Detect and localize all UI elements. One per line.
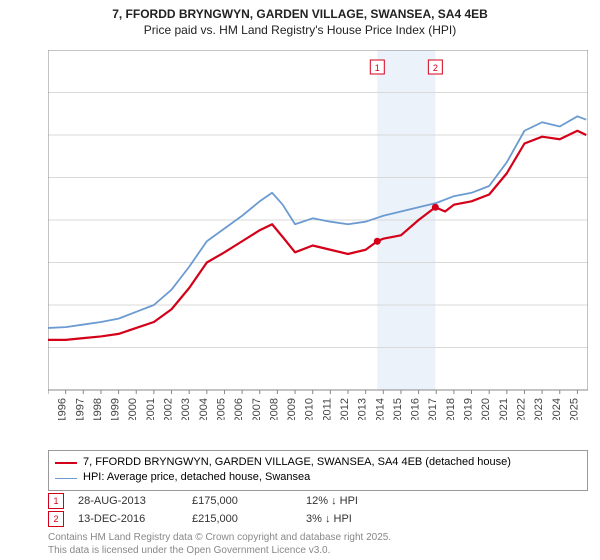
svg-text:2021: 2021 — [498, 398, 510, 420]
svg-text:2017: 2017 — [427, 398, 439, 420]
sale-price-2: £215,000 — [192, 513, 292, 525]
legend-label-hpi: HPI: Average price, detached house, Swan… — [83, 470, 310, 485]
svg-text:2004: 2004 — [198, 398, 210, 420]
sale-date-1: 28-AUG-2013 — [78, 495, 178, 507]
svg-text:2025: 2025 — [568, 398, 580, 420]
title-block: 7, FFORDD BRYNGWYN, GARDEN VILLAGE, SWAN… — [0, 0, 600, 38]
svg-text:2018: 2018 — [445, 398, 457, 420]
svg-text:2013: 2013 — [357, 398, 369, 420]
svg-text:1999: 1999 — [110, 398, 122, 420]
svg-text:2015: 2015 — [392, 398, 404, 420]
chart-container: 7, FFORDD BRYNGWYN, GARDEN VILLAGE, SWAN… — [0, 0, 600, 560]
svg-text:2000: 2000 — [127, 398, 139, 420]
svg-text:2005: 2005 — [215, 398, 227, 420]
sale-row-2: 2 13-DEC-2016 £215,000 3% ↓ HPI — [48, 510, 588, 528]
footer-line2: This data is licensed under the Open Gov… — [48, 545, 588, 558]
svg-text:2010: 2010 — [304, 398, 316, 420]
legend-swatch-hpi — [55, 478, 77, 479]
sale-date-2: 13-DEC-2016 — [78, 513, 178, 525]
footer: Contains HM Land Registry data © Crown c… — [48, 532, 588, 557]
sale-marker-1: 1 — [48, 493, 64, 509]
footer-line1: Contains HM Land Registry data © Crown c… — [48, 532, 588, 545]
svg-text:2024: 2024 — [551, 398, 563, 420]
svg-text:2011: 2011 — [321, 398, 333, 420]
svg-text:2019: 2019 — [463, 398, 475, 420]
svg-text:2020: 2020 — [480, 398, 492, 420]
legend-label-property: 7, FFORDD BRYNGWYN, GARDEN VILLAGE, SWAN… — [83, 455, 511, 470]
svg-text:1997: 1997 — [74, 398, 86, 420]
svg-text:2: 2 — [433, 63, 438, 73]
sale-marker-2: 2 — [48, 511, 64, 527]
legend-swatch-property — [55, 462, 77, 464]
svg-text:2023: 2023 — [533, 398, 545, 420]
svg-text:2003: 2003 — [180, 398, 192, 420]
sale-delta-1: 12% ↓ HPI — [306, 495, 406, 507]
sale-row-1: 1 28-AUG-2013 £175,000 12% ↓ HPI — [48, 492, 588, 510]
svg-text:2001: 2001 — [145, 398, 157, 420]
svg-text:2002: 2002 — [163, 398, 175, 420]
sales-table: 1 28-AUG-2013 £175,000 12% ↓ HPI 2 13-DE… — [48, 492, 588, 528]
svg-text:2007: 2007 — [251, 398, 263, 420]
svg-text:2016: 2016 — [410, 398, 422, 420]
sale-delta-2: 3% ↓ HPI — [306, 513, 406, 525]
title-line1: 7, FFORDD BRYNGWYN, GARDEN VILLAGE, SWAN… — [0, 6, 600, 22]
svg-text:1: 1 — [375, 63, 380, 73]
svg-text:2022: 2022 — [515, 398, 527, 420]
svg-text:2006: 2006 — [233, 398, 245, 420]
svg-text:1996: 1996 — [57, 398, 69, 420]
svg-text:2008: 2008 — [268, 398, 280, 420]
svg-text:2014: 2014 — [374, 398, 386, 420]
legend: 7, FFORDD BRYNGWYN, GARDEN VILLAGE, SWAN… — [48, 450, 588, 491]
svg-text:2012: 2012 — [339, 398, 351, 420]
svg-text:2009: 2009 — [286, 398, 298, 420]
price-chart: £0£50K£100K£150K£200K£250K£300K£350K£400… — [48, 50, 588, 420]
legend-item-hpi: HPI: Average price, detached house, Swan… — [55, 470, 581, 485]
title-line2: Price paid vs. HM Land Registry's House … — [0, 22, 600, 38]
legend-item-property: 7, FFORDD BRYNGWYN, GARDEN VILLAGE, SWAN… — [55, 455, 581, 470]
svg-text:1995: 1995 — [48, 398, 51, 420]
svg-text:1998: 1998 — [92, 398, 104, 420]
sale-price-1: £175,000 — [192, 495, 292, 507]
